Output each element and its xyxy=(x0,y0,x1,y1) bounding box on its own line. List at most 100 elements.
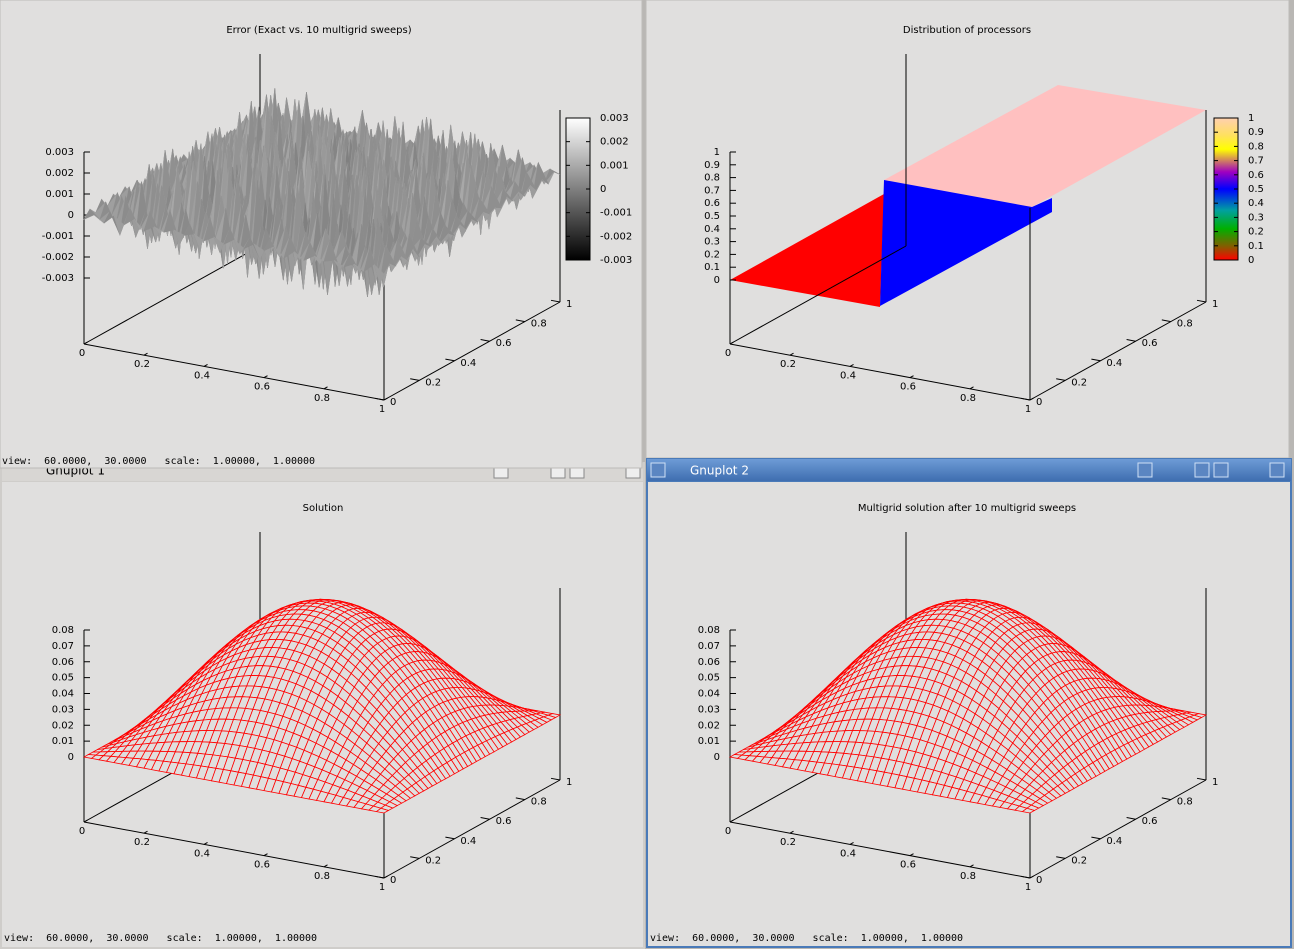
z-tick-label: 0.2 xyxy=(704,249,720,260)
z-tick-label: 0.06 xyxy=(698,657,720,668)
z-tick-label: 0.05 xyxy=(698,673,720,684)
y-axis xyxy=(383,779,561,879)
colorbar-tick-label: 0.001 xyxy=(600,160,629,171)
x-tick-label: 0.8 xyxy=(314,393,330,404)
y-tick-label: 0.2 xyxy=(1071,377,1087,388)
plot-title: Error (Exact vs. 10 multigrid sweeps) xyxy=(226,25,411,36)
y-tick xyxy=(1020,397,1031,401)
x-tick xyxy=(203,364,208,367)
y-tick-label: 0.4 xyxy=(1106,836,1122,847)
shade-button[interactable] xyxy=(1137,462,1153,478)
y-tick xyxy=(550,777,561,781)
x-tick xyxy=(849,842,854,845)
x-tick-label: 1 xyxy=(379,882,385,893)
y-axis xyxy=(383,301,561,401)
surface-mesh xyxy=(1021,807,1036,814)
x-tick-label: 0.4 xyxy=(194,848,210,859)
plot-title: Distribution of processors xyxy=(903,25,1031,36)
colorbar-tick-label: 1 xyxy=(1248,113,1254,124)
y-tick-label: 0 xyxy=(390,875,396,886)
x-axis xyxy=(729,821,1031,879)
close-button[interactable] xyxy=(1269,462,1285,478)
z-tick-label: 0.3 xyxy=(704,237,720,248)
y-tick xyxy=(1091,358,1101,362)
plot: 00.20.40.60.8100.20.40.60.8110.90.80.70.… xyxy=(704,25,1264,415)
y-tick xyxy=(515,319,525,323)
z-tick-label: 0.05 xyxy=(52,673,74,684)
y-tick xyxy=(1161,797,1171,801)
z-tick-label: 0.03 xyxy=(52,704,74,715)
x-tick xyxy=(143,830,148,834)
z-tick-label: 0.04 xyxy=(52,689,74,700)
z-tick-label: 0 xyxy=(68,752,74,763)
x-tick-label: 0.6 xyxy=(254,860,270,871)
y-tick xyxy=(410,856,420,859)
status-line: view: 60.0000, 30.0000 scale: 1.00000, 1… xyxy=(4,933,317,944)
x-tick-label: 0.6 xyxy=(900,860,916,871)
x-tick-label: 0.6 xyxy=(900,382,916,393)
plot-title: Solution xyxy=(303,503,344,514)
y-tick xyxy=(1056,856,1066,859)
y-tick xyxy=(1196,777,1207,781)
z-tick-label: 0 xyxy=(68,210,74,221)
plot: 00.20.40.60.8100.20.40.60.810.080.070.06… xyxy=(650,503,1218,944)
colorbar-tick-label: 0.2 xyxy=(1248,227,1264,238)
y-tick xyxy=(374,875,385,879)
x-axis xyxy=(83,343,385,401)
title-bar xyxy=(647,459,1291,481)
y-tick-label: 0.4 xyxy=(460,358,476,369)
window-gnuplot-1: Gnuplot 1 00.20.40.60.8100.20.40.60.810.… xyxy=(0,462,645,949)
y-tick-label: 0 xyxy=(390,397,396,408)
x-tick-label: 0 xyxy=(79,348,85,359)
y-tick-label: 0.6 xyxy=(1142,816,1158,827)
app-icon[interactable] xyxy=(650,462,666,478)
colorbar-tick-label: 0.6 xyxy=(1248,170,1264,181)
y-tick xyxy=(550,299,561,303)
z-tick-label: 0.001 xyxy=(45,189,74,200)
x-tick xyxy=(383,875,388,879)
x-tick-label: 0.4 xyxy=(194,370,210,381)
x-tick-label: 0.2 xyxy=(134,359,150,370)
z-tick-label: 0.04 xyxy=(698,689,720,700)
x-tick-label: 0.4 xyxy=(840,848,856,859)
z-tick-label: 0.01 xyxy=(698,736,720,747)
x-tick xyxy=(909,375,914,379)
x-tick xyxy=(969,386,974,390)
y-tick-label: 1 xyxy=(566,299,572,310)
y-tick-label: 1 xyxy=(1212,299,1218,310)
y-tick xyxy=(374,397,385,401)
z-tick-label: 0.8 xyxy=(704,173,720,184)
base-edge xyxy=(83,245,261,345)
x-tick-label: 0.4 xyxy=(840,370,856,381)
processor-region xyxy=(730,194,884,307)
minimize-button[interactable] xyxy=(1194,462,1210,478)
z-tick-label: 0 xyxy=(714,752,720,763)
colorbar-tick-label: 0.3 xyxy=(1248,212,1264,223)
surface-mesh xyxy=(375,807,390,814)
y-tick-label: 0.6 xyxy=(496,338,512,349)
status-line: view: 60.0000, 30.0000 scale: 1.00000, 1… xyxy=(2,456,315,467)
z-tick-label: 0.1 xyxy=(704,262,720,273)
y-tick-label: 0.8 xyxy=(531,319,547,330)
z-tick-label: 0.003 xyxy=(45,147,74,158)
y-tick xyxy=(1126,817,1136,820)
colorbar-tick-label: 0.4 xyxy=(1248,198,1264,209)
y-tick-label: 0.4 xyxy=(460,836,476,847)
colorbar-tick-label: 0.7 xyxy=(1248,156,1264,167)
x-tick-label: 0 xyxy=(79,826,85,837)
z-tick-label: -0.002 xyxy=(42,252,74,263)
x-tick xyxy=(83,341,88,345)
x-tick xyxy=(729,819,734,823)
colorbar-tick-label: 0.003 xyxy=(600,113,629,124)
x-tick xyxy=(1029,397,1034,401)
maximize-button[interactable] xyxy=(1213,462,1229,478)
y-tick-label: 0.8 xyxy=(531,797,547,808)
x-tick-label: 0.6 xyxy=(254,382,270,393)
colorbar-tick-label: -0.002 xyxy=(600,231,632,242)
x-tick xyxy=(789,830,794,834)
z-tick-label: 0.01 xyxy=(52,736,74,747)
z-tick-label: 0.002 xyxy=(45,168,74,179)
x-tick xyxy=(383,397,388,401)
x-axis xyxy=(83,821,385,879)
